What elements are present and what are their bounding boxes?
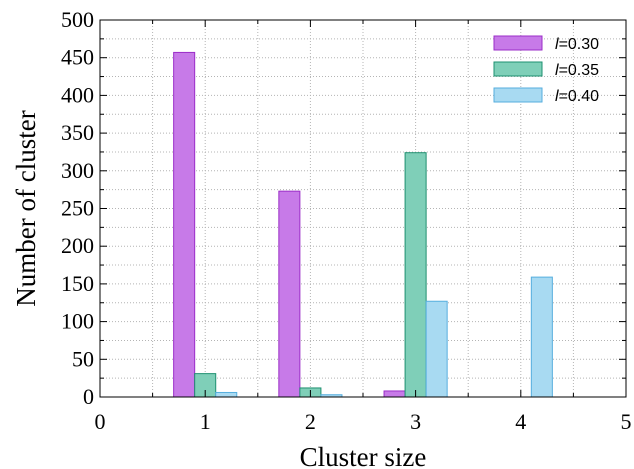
y-tick-label: 150 bbox=[61, 271, 94, 296]
x-tick-label: 4 bbox=[515, 409, 526, 434]
x-tick-label: 3 bbox=[410, 409, 421, 434]
x-tick-label: 2 bbox=[305, 409, 316, 434]
legend-swatch bbox=[493, 87, 543, 103]
y-tick-label: 350 bbox=[61, 120, 94, 145]
x-tick-labels: 0 1 2 3 4 5 bbox=[95, 409, 632, 434]
x-tick-label: 5 bbox=[621, 409, 632, 434]
x-tick-label: 0 bbox=[95, 409, 106, 434]
bar-series-1-cat-2 bbox=[278, 190, 301, 398]
bar-series-3-cat-1 bbox=[215, 391, 238, 398]
y-tick-label: 250 bbox=[61, 196, 94, 221]
legend-label: l=0.35 bbox=[555, 62, 599, 79]
legend: l=0.30 l=0.35 l=0.40 bbox=[493, 35, 599, 105]
y-tick-label: 300 bbox=[61, 158, 94, 183]
y-tick-label: 100 bbox=[61, 309, 94, 334]
y-tick-label: 200 bbox=[61, 233, 94, 258]
bar-series-1-cat-3 bbox=[383, 390, 406, 398]
legend-label: l=0.40 bbox=[555, 88, 599, 105]
bar-series-3-cat-4 bbox=[530, 276, 553, 398]
legend-label: l=0.30 bbox=[555, 36, 599, 53]
y-tick-label: 450 bbox=[61, 45, 94, 70]
y-axis-title: Number of cluster bbox=[11, 110, 41, 306]
bar-series-1-cat-1 bbox=[173, 51, 196, 398]
y-tick-label: 0 bbox=[83, 384, 94, 409]
legend-swatch bbox=[493, 61, 543, 77]
bars-group bbox=[173, 51, 553, 398]
bar-series-3-cat-3 bbox=[425, 300, 448, 398]
y-tick-label: 500 bbox=[61, 7, 94, 32]
y-tick-labels: 0 50 100 150 200 250 300 350 400 450 500 bbox=[61, 7, 94, 409]
x-axis-title: Cluster size bbox=[300, 442, 427, 469]
legend-swatch bbox=[493, 35, 543, 51]
x-tick-label: 1 bbox=[200, 409, 211, 434]
y-tick-label: 50 bbox=[72, 346, 94, 371]
axis-ticks bbox=[99, 19, 627, 398]
y-tick-label: 400 bbox=[61, 82, 94, 107]
bar-series-2-cat-3 bbox=[404, 152, 427, 398]
